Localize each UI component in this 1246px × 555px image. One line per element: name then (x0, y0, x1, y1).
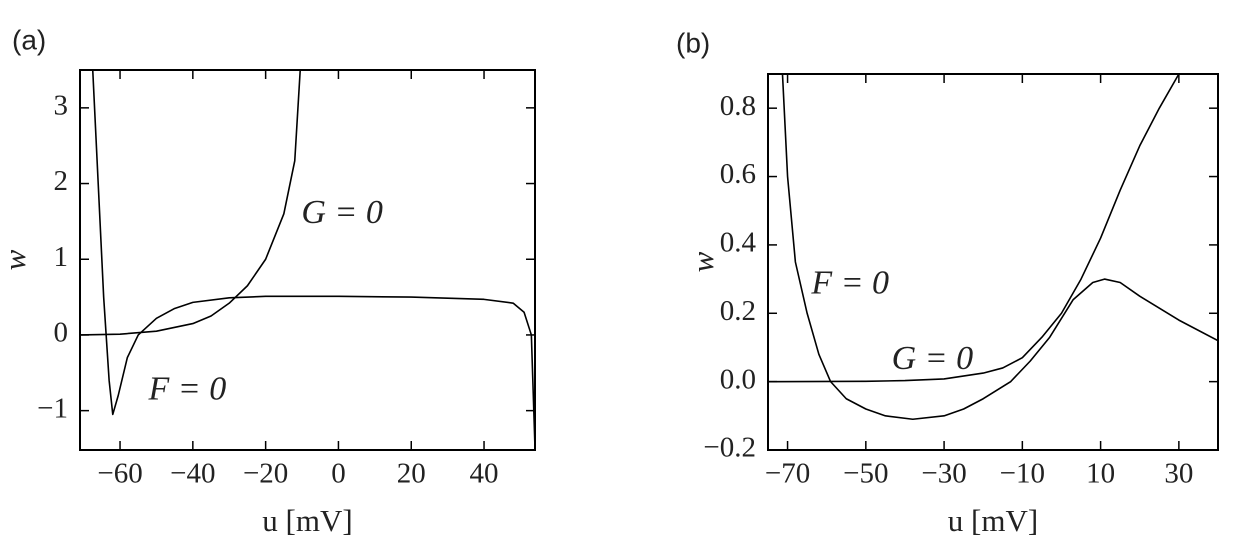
annotation: G = 0 (892, 340, 974, 377)
y-axis-label: w (685, 251, 720, 272)
panel-label: (a) (12, 24, 46, 55)
curve (80, 70, 302, 336)
x-tick-label: −30 (921, 458, 966, 490)
y-tick-label: 0.4 (720, 227, 757, 259)
curve (781, 74, 1218, 421)
x-tick-label: −50 (843, 458, 888, 490)
axes-frame (79, 69, 536, 451)
y-tick-label: 0.2 (720, 295, 756, 327)
panel: (b) −70 −50 −30 −10 10 30 −0.2 0.0 0.2 0.4 0.6 0.8 u … (676, 27, 1219, 538)
y-tick-label: 2 (54, 165, 69, 197)
annotation: F = 0 (810, 265, 889, 302)
y-tick-label: 0.0 (720, 363, 756, 395)
x-tick-label: 20 (397, 458, 426, 490)
x-axis-label: u [mV] (262, 503, 352, 538)
x-tick-label: −40 (170, 458, 215, 490)
x-tick-label: 10 (1086, 458, 1115, 490)
y-tick-label: 0.8 (720, 90, 756, 122)
curve (91, 70, 535, 449)
curve (768, 74, 1180, 383)
x-axis-label: u [mV] (948, 503, 1038, 538)
y-axis-label: w (0, 249, 32, 270)
x-tick-label: −60 (97, 458, 142, 490)
panel-label: (b) (676, 27, 710, 58)
y-tick-label: −1 (37, 392, 68, 424)
annotation: F = 0 (148, 371, 227, 408)
y-tick-label: 1 (54, 241, 69, 273)
y-tick-label: 0 (54, 317, 69, 349)
y-tick-label: −0.2 (703, 432, 756, 464)
x-tick-label: 40 (470, 458, 499, 490)
panel: (a) −60 −40 −20 0 20 40 −1 0 1 2 3 u [mV] w G = 0 F = 0 (0, 24, 536, 538)
axes-frame (767, 73, 1219, 451)
plot-area (768, 74, 1218, 421)
plot-area (80, 70, 535, 449)
x-tick-label: 30 (1164, 458, 1193, 490)
x-tick-label: −10 (1000, 458, 1045, 490)
x-tick-label: −70 (765, 458, 810, 490)
y-tick-label: 3 (54, 90, 69, 122)
x-tick-label: 0 (331, 458, 346, 490)
x-tick-label: −20 (243, 458, 288, 490)
y-tick-label: 0.6 (720, 158, 756, 190)
annotation: G = 0 (301, 194, 383, 231)
